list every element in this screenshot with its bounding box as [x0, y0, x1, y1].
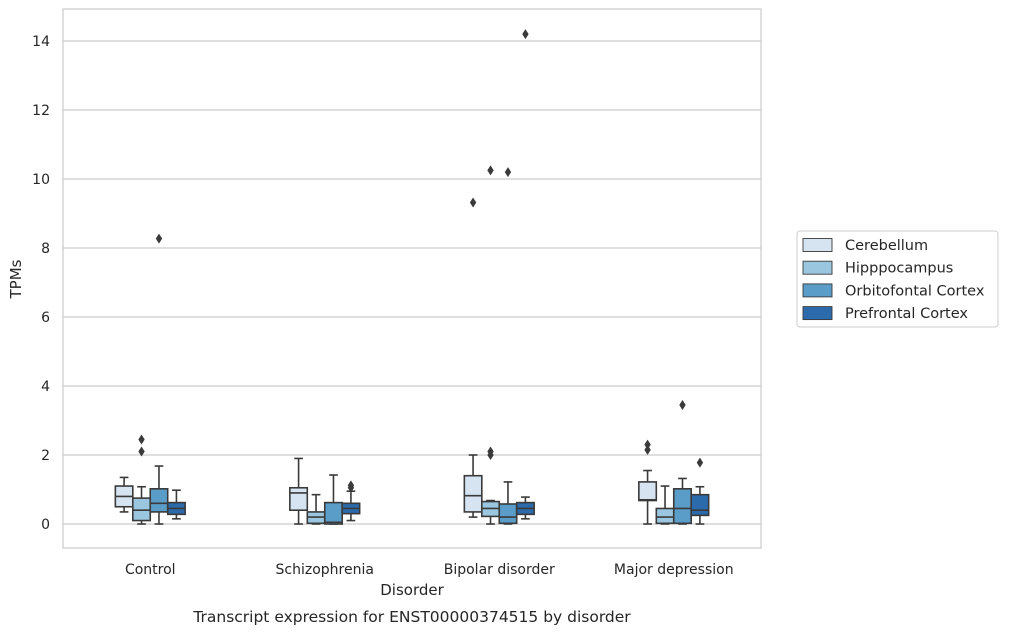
outlier-point [504, 167, 512, 178]
box-groups [114, 29, 710, 525]
outlier-point [696, 457, 704, 468]
grid-lines [63, 40, 761, 525]
outlier-point [644, 439, 651, 450]
y-tick-label: 4 [41, 379, 50, 395]
outlier-point [155, 233, 163, 244]
legend-label: Cerebellum [845, 238, 928, 254]
y-tick-label: 10 [32, 172, 50, 188]
category-group [463, 29, 535, 525]
category-group [114, 233, 186, 525]
legend-swatch [802, 306, 833, 321]
x-tick-label: Control [125, 562, 176, 578]
box [655, 507, 675, 525]
outlier-point [679, 399, 686, 410]
box [149, 488, 169, 513]
outlier-point [469, 197, 477, 208]
box [498, 503, 518, 525]
y-tick-label: 0 [41, 517, 50, 533]
outlier-point [138, 446, 145, 457]
y-tick-labels: 0 2 4 6 8 10 12 14 [32, 34, 50, 533]
outlier-point [644, 444, 651, 455]
x-tick-label: Bipolar disorder [444, 562, 555, 578]
category-group [638, 399, 710, 525]
y-tick-label: 14 [32, 34, 50, 50]
box [690, 493, 710, 517]
y-axis-label: TPMs [7, 259, 25, 299]
box [463, 474, 483, 513]
legend-swatch [802, 238, 833, 252]
x-tick-label: Major depression [614, 562, 734, 578]
y-tick-label: 2 [41, 448, 50, 464]
chart-caption: Transcript expression for ENST0000037451… [192, 608, 631, 626]
box [132, 497, 152, 522]
x-axis-label: Disorder [380, 581, 444, 599]
box [638, 481, 658, 502]
legend-swatch [802, 283, 833, 298]
outlier-point [347, 480, 355, 491]
outlier-point [487, 165, 494, 176]
box [289, 486, 309, 511]
x-tick-label: Schizophrenia [276, 562, 374, 578]
category-group [289, 457, 361, 525]
legend-label: Orbitofontal Cortex [845, 283, 985, 299]
legend-frame [796, 230, 999, 328]
legend-label: Prefrontal Cortex [845, 306, 968, 322]
box [672, 488, 693, 525]
y-tick-label: 12 [32, 103, 50, 119]
outlier-point [522, 29, 529, 40]
plot-frame [62, 8, 762, 549]
x-tick-labels: Control Schizophrenia Bipolar disorder Majo… [125, 562, 734, 578]
legend: Cerebellum Hipppocampus Orbitofontal Corte… [796, 230, 999, 328]
y-tick-label: 6 [41, 310, 50, 326]
y-tick-label: 8 [41, 241, 50, 257]
outlier-point [138, 434, 145, 445]
legend-swatch [802, 260, 833, 275]
legend-label: Hipppocampus [845, 261, 953, 277]
box [323, 501, 344, 525]
outlier-point [487, 446, 494, 457]
